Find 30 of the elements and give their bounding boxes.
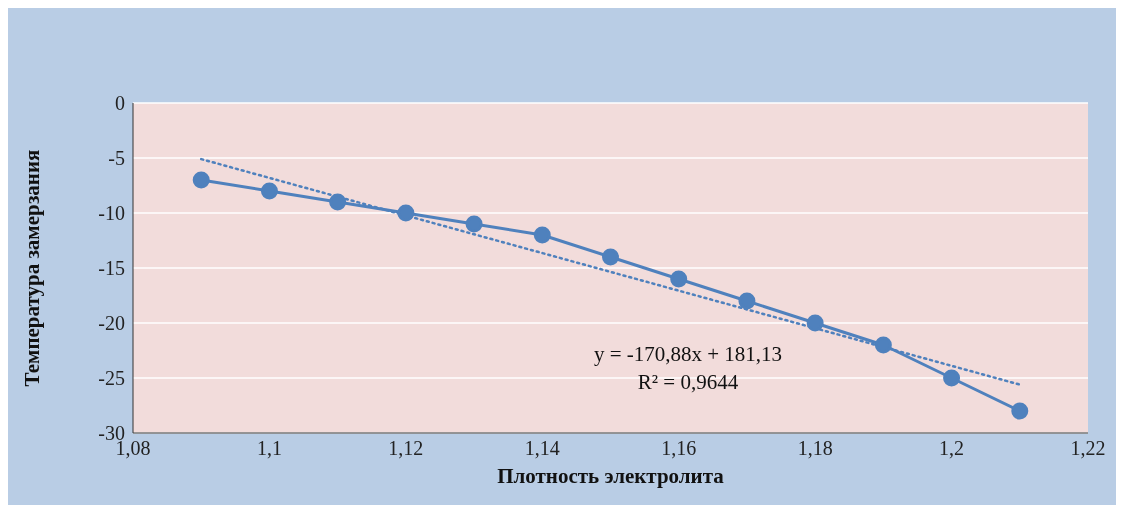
x-tick-label: 1,12 — [388, 437, 424, 460]
point — [874, 336, 892, 354]
point — [397, 204, 415, 222]
point — [738, 292, 756, 310]
y-tick-label: -15 — [98, 257, 125, 280]
point — [192, 171, 210, 189]
y-tick-label: -5 — [108, 147, 125, 170]
y-tick-label: 0 — [115, 92, 125, 115]
x-tick-label: 1,16 — [661, 437, 697, 460]
annotation: R² = 0,9644 — [636, 369, 740, 396]
y-tick-label: -20 — [98, 312, 125, 335]
x-tick-label: 1,1 — [256, 437, 282, 460]
point — [806, 314, 824, 332]
x-tick-label: 1,18 — [797, 437, 833, 460]
point — [1011, 402, 1029, 420]
y-axis-title: Температура замерзания — [20, 149, 45, 387]
point — [533, 226, 551, 244]
y-tick-label: -25 — [98, 367, 125, 390]
point — [670, 270, 688, 288]
point — [943, 369, 961, 387]
x-tick-label: 1,22 — [1070, 437, 1106, 460]
x-tick-label: 1,14 — [524, 437, 560, 460]
point — [602, 248, 619, 266]
annotation: y = -170,88x + 181,13 — [592, 341, 784, 368]
point — [465, 215, 483, 233]
point — [329, 193, 347, 211]
x-axis-title: Плотность электролита — [497, 464, 725, 488]
x-tick-label: 1,2 — [939, 437, 965, 460]
y-tick-label: -10 — [98, 202, 125, 225]
point — [260, 182, 278, 200]
